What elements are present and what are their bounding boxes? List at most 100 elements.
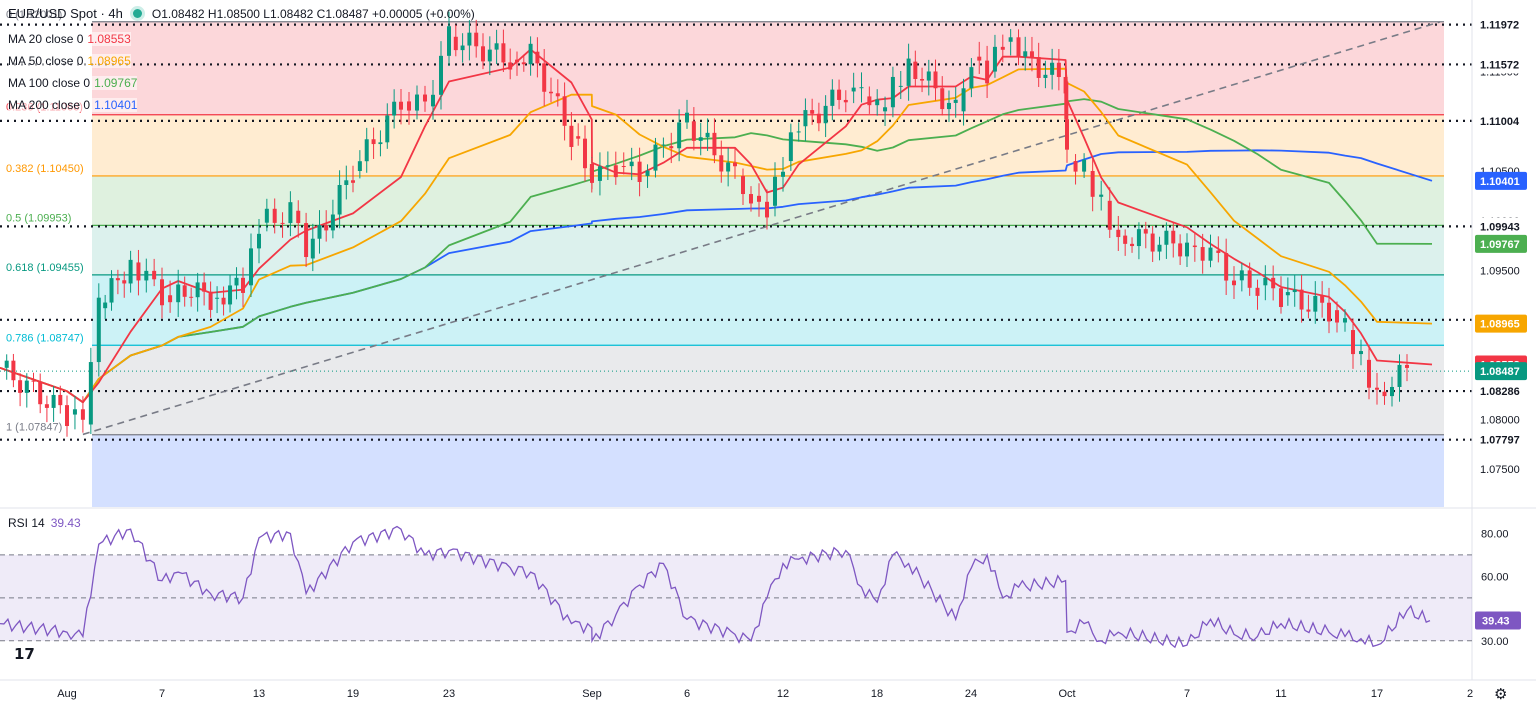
candle-body[interactable] [195, 282, 200, 298]
candle-body[interactable] [264, 208, 269, 223]
candle-body[interactable] [1299, 289, 1304, 310]
candle-body[interactable] [1143, 229, 1148, 234]
candle-body[interactable] [1285, 292, 1290, 296]
candle-body[interactable] [890, 76, 895, 108]
candle-body[interactable] [823, 105, 828, 124]
candle-body[interactable] [144, 270, 149, 281]
candle-body[interactable] [597, 166, 602, 181]
candle-body[interactable] [653, 144, 658, 171]
candle-body[interactable] [669, 146, 674, 149]
candle-body[interactable] [1224, 252, 1229, 281]
candle-body[interactable] [613, 165, 618, 178]
candle-body[interactable] [757, 195, 761, 202]
candle-body[interactable] [474, 32, 479, 47]
candle-body[interactable] [1065, 119, 1069, 150]
candle-body[interactable] [719, 155, 724, 172]
candle-body[interactable] [542, 63, 547, 92]
candle-body[interactable] [1200, 247, 1205, 261]
candle-body[interactable] [765, 201, 769, 218]
candle-body[interactable] [969, 67, 974, 89]
candle-body[interactable] [698, 137, 703, 141]
candle-body[interactable] [508, 62, 513, 70]
candle-body[interactable] [933, 71, 938, 89]
candle-body[interactable] [726, 162, 731, 172]
candle-body[interactable] [215, 297, 220, 299]
candle-body[interactable] [1107, 200, 1112, 230]
candle-body[interactable] [11, 360, 16, 381]
candle-body[interactable] [1082, 159, 1087, 172]
candle-body[interactable] [528, 43, 533, 65]
candle-body[interactable] [1292, 289, 1297, 293]
candle-body[interactable] [569, 125, 574, 147]
candle-body[interactable] [447, 26, 451, 56]
candle-body[interactable] [549, 91, 553, 94]
candle-body[interactable] [257, 233, 261, 249]
candle-body[interactable] [898, 85, 903, 87]
candle-body[interactable] [883, 107, 888, 112]
candle-body[interactable] [357, 161, 362, 171]
candle-body[interactable] [605, 165, 610, 167]
candle-body[interactable] [344, 180, 349, 185]
candle-body[interactable] [1255, 287, 1260, 296]
candle-body[interactable] [330, 214, 335, 231]
candle-body[interactable] [576, 136, 581, 139]
candle-body[interactable] [1216, 250, 1221, 253]
candle-body[interactable] [1123, 235, 1128, 244]
ma100-legend[interactable]: MA 100 close 0 1.09767 [8, 76, 138, 90]
candle-body[interactable] [875, 99, 880, 106]
candle-body[interactable] [364, 139, 369, 162]
candle-body[interactable] [423, 94, 427, 102]
candle-body[interactable] [176, 284, 181, 303]
candle-body[interactable] [816, 113, 821, 124]
candle-body[interactable] [208, 291, 213, 310]
candle-body[interactable] [399, 101, 403, 110]
candle-body[interactable] [109, 278, 114, 303]
candle-body[interactable] [803, 110, 808, 127]
candle-body[interactable] [96, 297, 101, 363]
candle-body[interactable] [1397, 364, 1402, 387]
candle-body[interactable] [661, 144, 666, 146]
candle-body[interactable] [1164, 230, 1169, 245]
candle-body[interactable] [796, 131, 801, 133]
candle-body[interactable] [1271, 277, 1276, 289]
candle-body[interactable] [906, 58, 911, 86]
candle-body[interactable] [1382, 391, 1387, 397]
candle-body[interactable] [1263, 277, 1268, 286]
candle-body[interactable] [431, 94, 435, 107]
candle-body[interactable] [555, 93, 560, 97]
candle-body[interactable] [1390, 386, 1394, 397]
candle-body[interactable] [733, 162, 737, 167]
candle-body[interactable] [371, 139, 376, 145]
candle-body[interactable] [1036, 57, 1041, 78]
candle-body[interactable] [851, 87, 856, 92]
candle-body[interactable] [1232, 280, 1236, 286]
candle-body[interactable] [467, 32, 472, 46]
candle-body[interactable] [1343, 318, 1347, 323]
candle-body[interactable] [515, 59, 519, 63]
candle-body[interactable] [228, 285, 233, 305]
candle-body[interactable] [977, 56, 982, 61]
ma20-legend[interactable]: MA 20 close 0 1.08553 [8, 32, 131, 46]
candle-body[interactable] [385, 115, 390, 143]
candle-body[interactable] [460, 45, 465, 51]
candle-body[interactable] [940, 88, 945, 110]
candle-body[interactable] [38, 381, 43, 405]
candle-body[interactable] [103, 302, 108, 309]
candle-body[interactable] [168, 295, 173, 303]
candle-body[interactable] [637, 161, 642, 182]
gear-icon[interactable]: ⚙ [1494, 686, 1508, 703]
candle-body[interactable] [1185, 242, 1189, 257]
candle-body[interactable] [1239, 270, 1244, 281]
candle-body[interactable] [296, 210, 301, 224]
candle-body[interactable] [1043, 74, 1048, 78]
candle-body[interactable] [288, 202, 293, 224]
candle-body[interactable] [867, 96, 872, 106]
candle-body[interactable] [1090, 170, 1095, 197]
candle-body[interactable] [453, 36, 458, 51]
candle-body[interactable] [953, 99, 958, 103]
candle-body[interactable] [913, 61, 918, 79]
tradingview-logo-icon[interactable]: 17 [14, 645, 35, 663]
candle-body[interactable] [590, 164, 594, 183]
candle-body[interactable] [712, 132, 717, 156]
candle-body[interactable] [31, 380, 36, 382]
